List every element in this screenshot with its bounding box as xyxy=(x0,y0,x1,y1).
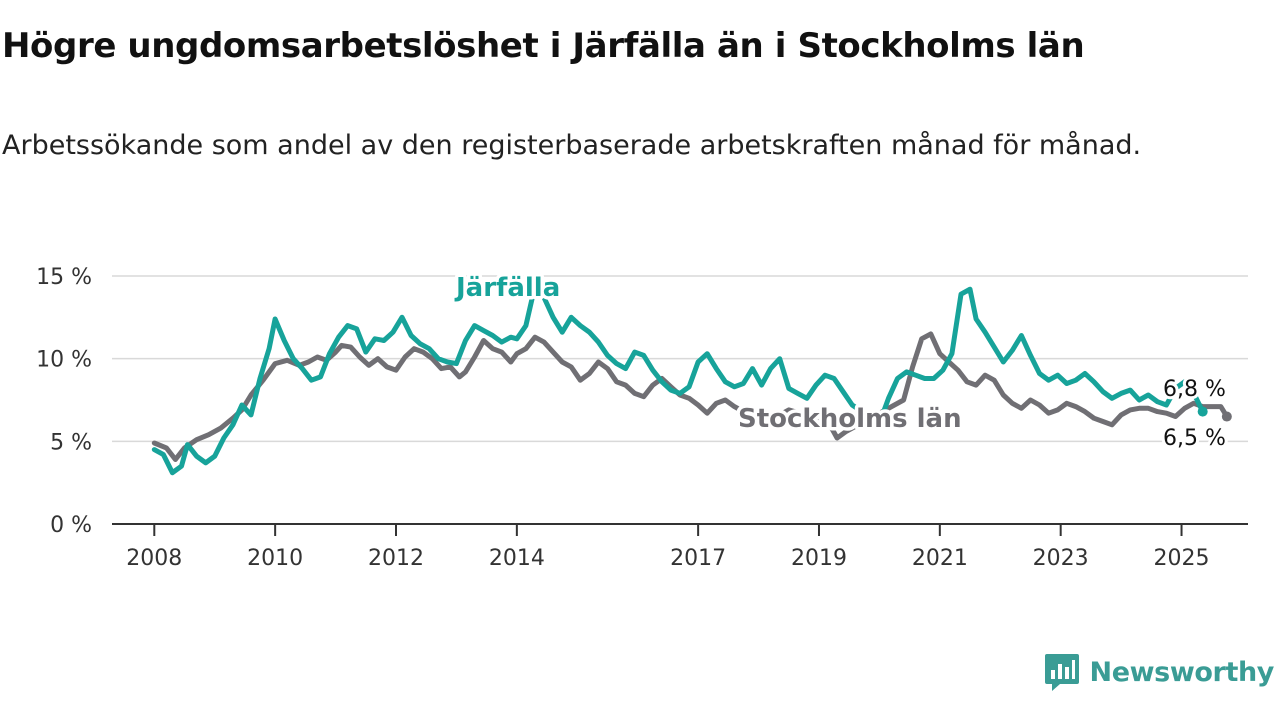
series-name-label: Järfälla xyxy=(454,273,560,303)
y-tick-label: 15 % xyxy=(36,265,92,290)
grid-lines xyxy=(112,275,1248,443)
series-end-point-jarfalla xyxy=(1197,406,1208,417)
x-tick-label: 2012 xyxy=(368,546,424,571)
x-tick-label: 2019 xyxy=(791,546,847,571)
x-tick-label: 2025 xyxy=(1154,546,1210,571)
x-tick-label: 2010 xyxy=(247,546,303,571)
series-name-label: Stockholms län xyxy=(738,404,962,434)
chart-subtitle: Arbetssökande som andel av den registerb… xyxy=(2,130,1142,161)
chart-title: Högre ungdomsarbetslöshet i Järfälla än … xyxy=(2,26,1085,66)
x-tick-label: 2023 xyxy=(1033,546,1089,571)
y-tick-label: 5 % xyxy=(50,430,92,455)
newsworthy-logo-icon xyxy=(1044,654,1079,691)
series-labels: Järfälla Stockholms län 6,8 % 6,5 % xyxy=(451,270,1229,455)
x-axis-ticks: 2008 2010 2012 2014 2017 2019 2021 2023 2025 xyxy=(126,524,1210,571)
end-value-label: 6,5 % xyxy=(1163,426,1226,451)
series-end-point-stockholms-lan xyxy=(1221,411,1232,422)
x-tick-label: 2021 xyxy=(912,546,968,571)
series-line-jarfalla xyxy=(151,283,1206,476)
end-value-label: 6,8 % xyxy=(1163,377,1226,402)
newsworthy-brand: Newsworthy xyxy=(1044,652,1274,692)
x-tick-label: 2008 xyxy=(126,546,182,571)
y-tick-label: 0 % xyxy=(50,513,92,538)
brand-name: Newsworthy xyxy=(1089,656,1275,688)
y-axis-tick-labels: 0 % 5 % 10 % 15 % xyxy=(36,265,92,538)
y-tick-label: 10 % xyxy=(36,348,92,373)
series-lines xyxy=(151,283,1232,476)
x-tick-label: 2017 xyxy=(670,546,726,571)
x-tick-label: 2014 xyxy=(489,546,545,571)
